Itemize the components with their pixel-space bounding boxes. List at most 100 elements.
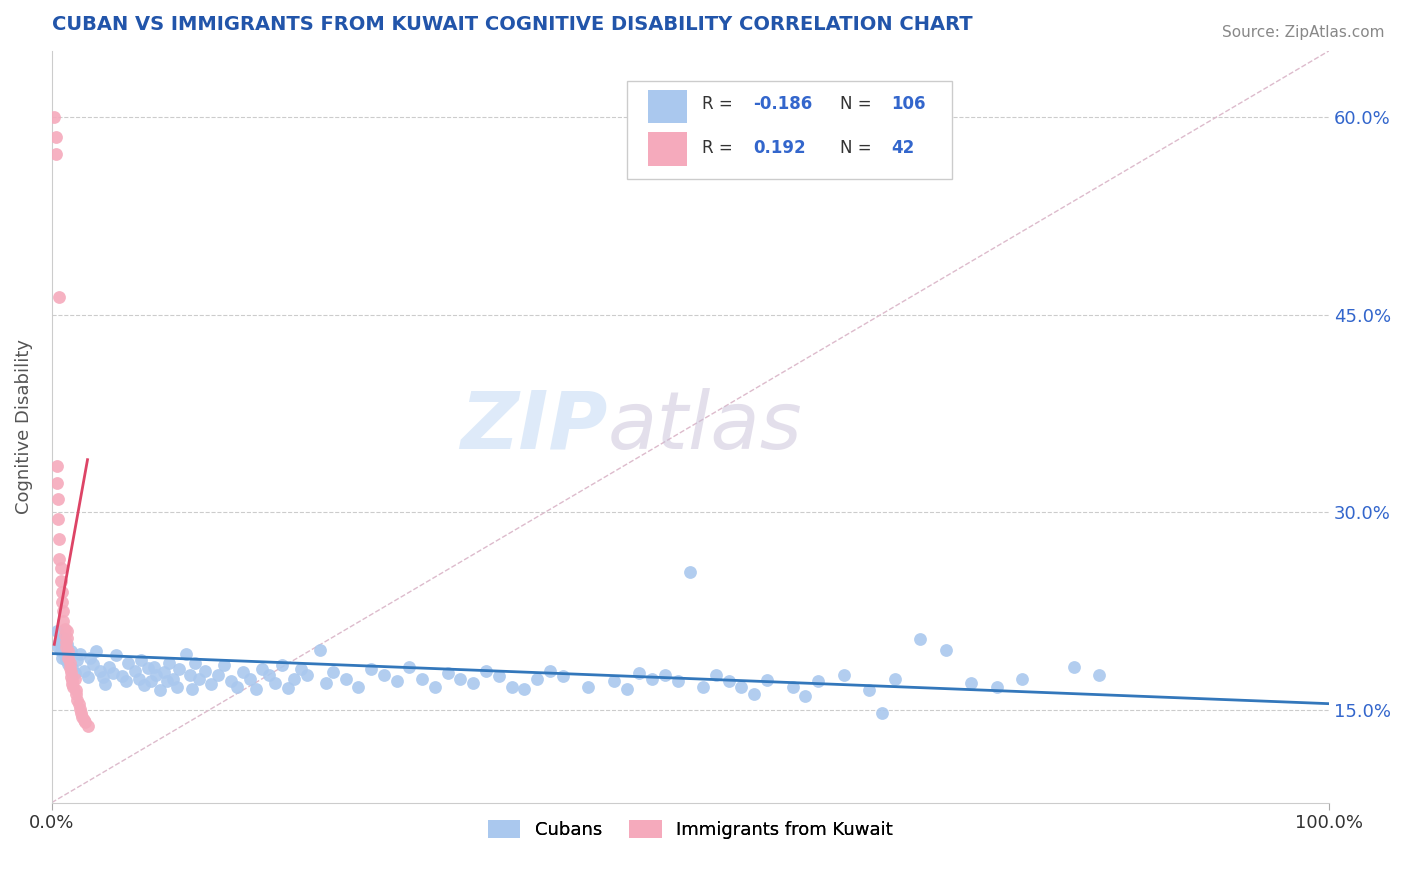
Point (742, 688, 765, 702)
Point (60, 677, 83, 691)
FancyBboxPatch shape (627, 81, 952, 178)
Point (73, 715, 96, 730)
FancyBboxPatch shape (648, 132, 686, 166)
Point (283, 672, 305, 686)
Point (207, 667, 229, 681)
Point (858, 683, 880, 698)
Point (704, 667, 727, 681)
Point (56, 624, 79, 639)
Point (794, 689, 817, 703)
Point (883, 672, 905, 686)
Point (960, 675, 983, 690)
Point (756, 673, 779, 687)
Point (128, 672, 150, 686)
Point (450, 672, 472, 686)
FancyBboxPatch shape (648, 89, 686, 123)
Point (488, 669, 510, 683)
Point (162, 672, 184, 686)
Point (82, 657, 104, 672)
Text: R =: R = (702, 95, 733, 112)
Text: ZIP: ZIP (460, 388, 607, 466)
Point (59, 661, 82, 675)
Point (91, 670, 114, 684)
Point (149, 683, 172, 698)
Point (76, 670, 98, 684)
Point (58, 644, 80, 658)
Point (129, 653, 152, 667)
Point (538, 664, 561, 678)
Point (52, 631, 75, 645)
Point (807, 674, 830, 689)
Point (141, 674, 163, 689)
Point (935, 642, 957, 657)
Point (69, 702, 91, 716)
Point (48, 634, 70, 648)
Point (679, 565, 702, 579)
Point (59, 656, 82, 670)
Point (132, 678, 155, 692)
Point (910, 632, 932, 646)
Point (174, 647, 197, 661)
Point (65, 688, 87, 702)
Point (49, 644, 72, 658)
Point (46, 492, 69, 507)
Point (56, 637, 79, 651)
Point (295, 667, 318, 681)
Point (58, 650, 80, 665)
Point (513, 682, 536, 697)
Point (347, 680, 370, 694)
Point (187, 672, 209, 686)
Point (62, 680, 84, 694)
Point (67, 697, 90, 711)
Point (666, 674, 689, 689)
Point (86, 644, 108, 658)
Point (501, 680, 523, 694)
Point (986, 680, 1008, 694)
Point (782, 680, 804, 694)
Point (576, 680, 599, 694)
Point (335, 672, 357, 686)
Point (157, 656, 180, 670)
Point (385, 674, 408, 689)
Point (58, 657, 80, 672)
Text: R =: R = (702, 139, 733, 157)
Point (66, 692, 89, 706)
Point (66, 653, 89, 667)
Point (63, 672, 86, 686)
Point (60, 673, 83, 687)
Point (55, 640, 77, 654)
Point (55, 653, 77, 667)
Point (1063, 659, 1085, 673)
Point (55, 634, 77, 648)
Point (104, 648, 127, 662)
Point (53, 622, 76, 636)
Point (44, 110, 66, 124)
Point (264, 675, 287, 690)
Point (257, 667, 280, 681)
Point (114, 674, 136, 689)
Point (832, 667, 855, 681)
Point (360, 662, 382, 676)
Point (45, 146, 67, 161)
Point (730, 680, 752, 694)
Point (59, 644, 82, 658)
Point (423, 680, 446, 694)
Point (184, 656, 207, 670)
Point (290, 662, 312, 676)
Point (179, 667, 201, 681)
Point (411, 672, 433, 686)
Point (45, 129, 67, 144)
Point (76, 719, 98, 733)
Point (870, 706, 893, 720)
Point (51, 595, 73, 609)
Point (72, 710, 94, 724)
Point (322, 665, 344, 679)
Point (153, 665, 176, 679)
Point (101, 666, 124, 681)
Text: CUBAN VS IMMIGRANTS FROM KUWAIT COGNITIVE DISABILITY CORRELATION CHART: CUBAN VS IMMIGRANTS FROM KUWAIT COGNITIV… (52, 15, 973, 34)
Point (98, 659, 121, 673)
Point (181, 682, 204, 697)
Legend: Cubans, Immigrants from Kuwait: Cubans, Immigrants from Kuwait (481, 813, 900, 847)
Point (270, 658, 292, 673)
Text: 106: 106 (891, 95, 925, 112)
